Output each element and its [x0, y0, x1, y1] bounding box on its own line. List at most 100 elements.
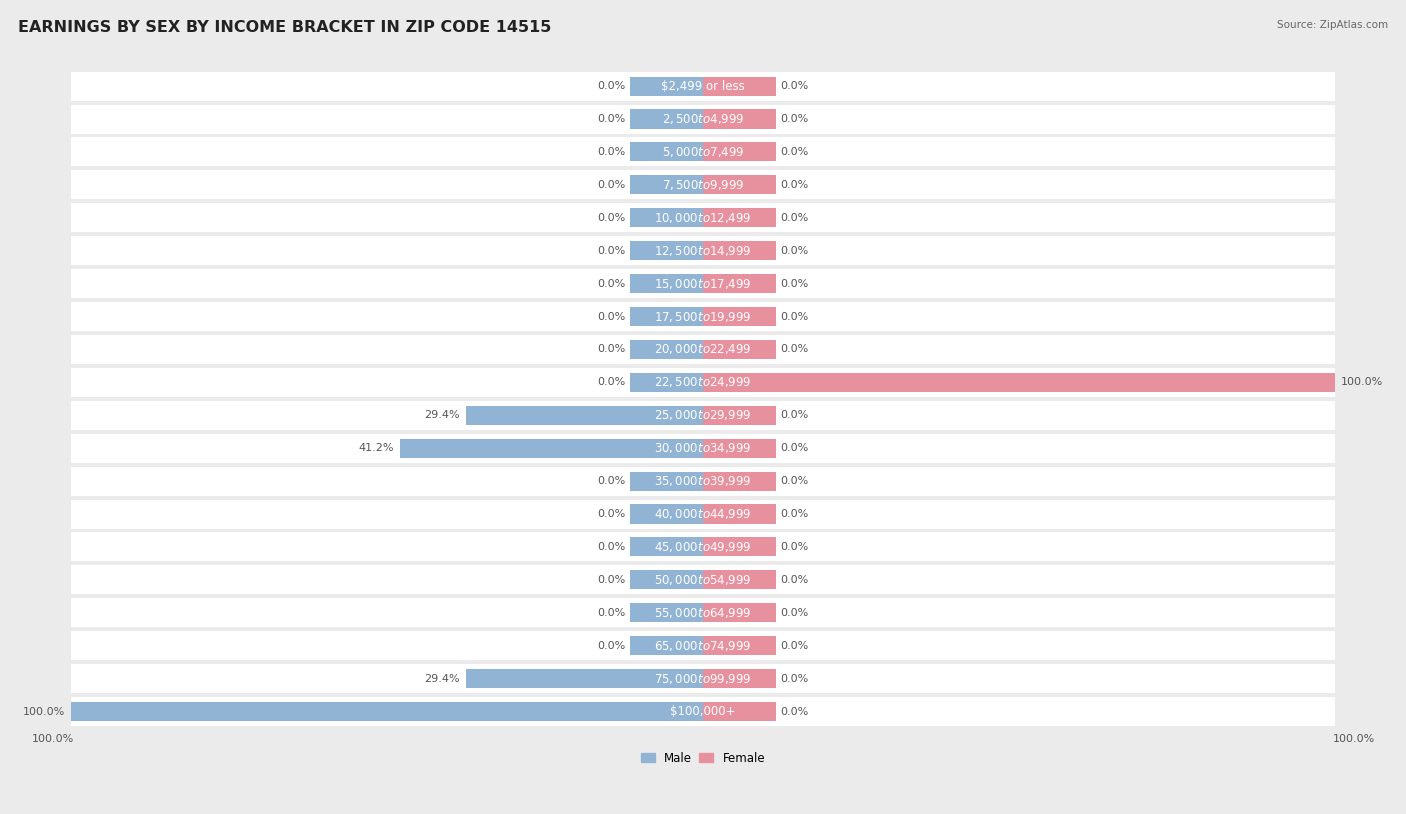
- Text: 0.0%: 0.0%: [598, 246, 626, 256]
- Bar: [630, 142, 703, 161]
- Bar: [630, 274, 703, 293]
- Text: 0.0%: 0.0%: [598, 378, 626, 387]
- Bar: [70, 236, 1336, 265]
- Text: 0.0%: 0.0%: [598, 476, 626, 486]
- Bar: [399, 439, 630, 457]
- Bar: [70, 702, 630, 721]
- Bar: [70, 204, 1336, 232]
- Bar: [465, 669, 630, 688]
- Bar: [703, 77, 776, 96]
- Bar: [703, 175, 776, 195]
- Bar: [703, 505, 776, 523]
- Text: 0.0%: 0.0%: [780, 114, 808, 124]
- Text: $75,000 to $99,999: $75,000 to $99,999: [654, 672, 752, 685]
- Text: 0.0%: 0.0%: [780, 212, 808, 223]
- Text: $22,500 to $24,999: $22,500 to $24,999: [654, 375, 752, 389]
- Text: 0.0%: 0.0%: [780, 707, 808, 716]
- Text: 0.0%: 0.0%: [780, 312, 808, 322]
- Text: 0.0%: 0.0%: [780, 344, 808, 354]
- Text: 0.0%: 0.0%: [780, 147, 808, 157]
- Bar: [703, 405, 776, 425]
- Bar: [630, 109, 703, 129]
- Bar: [703, 142, 776, 161]
- Text: $50,000 to $54,999: $50,000 to $54,999: [654, 573, 752, 587]
- Text: 0.0%: 0.0%: [780, 575, 808, 585]
- Text: $25,000 to $29,999: $25,000 to $29,999: [654, 409, 752, 422]
- Bar: [703, 274, 776, 293]
- Bar: [703, 109, 776, 129]
- Text: $55,000 to $64,999: $55,000 to $64,999: [654, 606, 752, 619]
- Text: 0.0%: 0.0%: [780, 443, 808, 453]
- Bar: [630, 505, 703, 523]
- Text: $100,000+: $100,000+: [671, 705, 735, 718]
- Bar: [70, 269, 1336, 298]
- Text: 0.0%: 0.0%: [598, 509, 626, 519]
- Text: 41.2%: 41.2%: [359, 443, 394, 453]
- Bar: [70, 302, 1336, 331]
- Text: 0.0%: 0.0%: [780, 509, 808, 519]
- Bar: [70, 138, 1336, 166]
- Text: $35,000 to $39,999: $35,000 to $39,999: [654, 474, 752, 488]
- Bar: [70, 466, 1336, 496]
- Text: 0.0%: 0.0%: [598, 212, 626, 223]
- Bar: [70, 368, 1336, 397]
- Bar: [703, 340, 776, 359]
- Text: 100.0%: 100.0%: [22, 707, 65, 716]
- Bar: [630, 669, 703, 688]
- Text: 0.0%: 0.0%: [598, 641, 626, 650]
- Text: 0.0%: 0.0%: [780, 246, 808, 256]
- Legend: Male, Female: Male, Female: [636, 746, 770, 769]
- Bar: [70, 434, 1336, 462]
- Bar: [70, 566, 1336, 594]
- Text: 0.0%: 0.0%: [780, 180, 808, 190]
- Text: 0.0%: 0.0%: [598, 575, 626, 585]
- Text: 0.0%: 0.0%: [780, 542, 808, 552]
- Bar: [703, 571, 776, 589]
- Bar: [630, 208, 703, 227]
- Bar: [630, 702, 703, 721]
- Text: 0.0%: 0.0%: [780, 278, 808, 289]
- Text: $17,500 to $19,999: $17,500 to $19,999: [654, 309, 752, 323]
- Text: 0.0%: 0.0%: [598, 147, 626, 157]
- Text: 0.0%: 0.0%: [598, 344, 626, 354]
- Bar: [703, 537, 776, 557]
- Bar: [630, 175, 703, 195]
- Text: EARNINGS BY SEX BY INCOME BRACKET IN ZIP CODE 14515: EARNINGS BY SEX BY INCOME BRACKET IN ZIP…: [18, 20, 551, 35]
- Bar: [630, 439, 703, 457]
- Text: 0.0%: 0.0%: [598, 608, 626, 618]
- Text: $12,500 to $14,999: $12,500 to $14,999: [654, 243, 752, 258]
- Bar: [703, 307, 776, 326]
- Text: $2,499 or less: $2,499 or less: [661, 80, 745, 93]
- Bar: [630, 471, 703, 491]
- Bar: [70, 104, 1336, 133]
- Text: 0.0%: 0.0%: [598, 180, 626, 190]
- Text: Source: ZipAtlas.com: Source: ZipAtlas.com: [1277, 20, 1388, 30]
- Bar: [703, 471, 776, 491]
- Text: 100.0%: 100.0%: [1341, 378, 1384, 387]
- Text: 0.0%: 0.0%: [780, 608, 808, 618]
- Bar: [703, 241, 776, 260]
- Text: 29.4%: 29.4%: [425, 410, 460, 420]
- Text: 0.0%: 0.0%: [780, 410, 808, 420]
- Bar: [703, 439, 776, 457]
- Bar: [703, 637, 776, 655]
- Bar: [70, 697, 1336, 726]
- Bar: [70, 532, 1336, 562]
- Text: $7,500 to $9,999: $7,500 to $9,999: [662, 177, 744, 192]
- Text: 100.0%: 100.0%: [31, 733, 73, 743]
- Text: $10,000 to $12,499: $10,000 to $12,499: [654, 211, 752, 225]
- Text: 0.0%: 0.0%: [780, 641, 808, 650]
- Bar: [703, 208, 776, 227]
- Bar: [70, 500, 1336, 528]
- Text: $15,000 to $17,499: $15,000 to $17,499: [654, 277, 752, 291]
- Bar: [703, 669, 776, 688]
- Bar: [70, 598, 1336, 628]
- Text: 29.4%: 29.4%: [425, 674, 460, 684]
- Bar: [630, 637, 703, 655]
- Text: 0.0%: 0.0%: [780, 81, 808, 91]
- Bar: [70, 631, 1336, 660]
- Text: $5,000 to $7,499: $5,000 to $7,499: [662, 145, 744, 159]
- Text: 0.0%: 0.0%: [598, 81, 626, 91]
- Bar: [703, 603, 776, 623]
- Bar: [465, 405, 630, 425]
